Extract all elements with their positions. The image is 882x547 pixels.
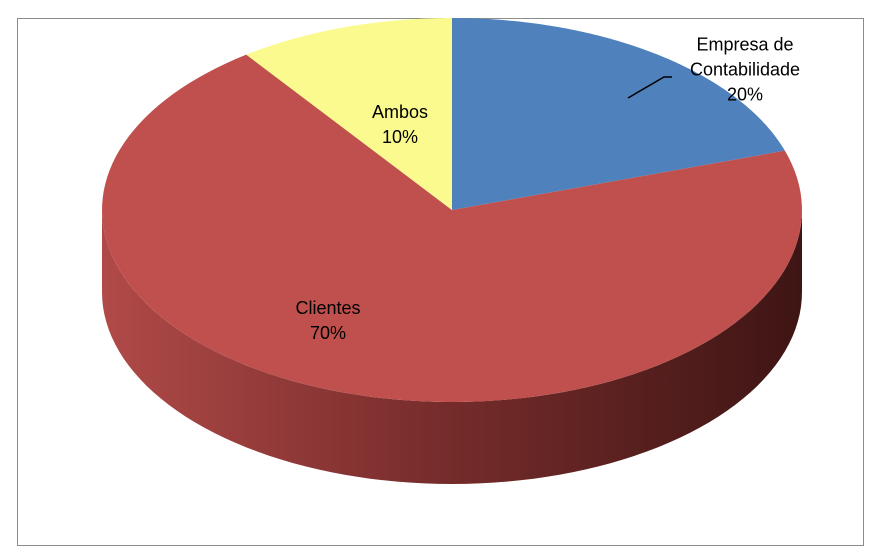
- slice: [452, 18, 785, 210]
- data-label: Ambos 10%: [360, 100, 440, 150]
- leader-line: [627, 76, 672, 99]
- slice-top: [452, 18, 785, 210]
- slice-name: Clientes: [295, 298, 361, 318]
- slice-name: Ambos: [371, 102, 429, 122]
- slice-side: [102, 210, 802, 484]
- slice-top: [102, 54, 802, 402]
- slice-value: 10%: [381, 127, 419, 147]
- slice-top: [246, 18, 452, 210]
- slice-value: 20%: [726, 84, 764, 105]
- data-label: Empresa de Contabilidade 20%: [670, 33, 820, 108]
- slice-value: 70%: [309, 323, 347, 343]
- data-label: Clientes 70%: [268, 296, 388, 346]
- slice: [246, 18, 452, 210]
- slice: [102, 54, 802, 484]
- slice-name: Empresa de Contabilidade: [689, 34, 801, 80]
